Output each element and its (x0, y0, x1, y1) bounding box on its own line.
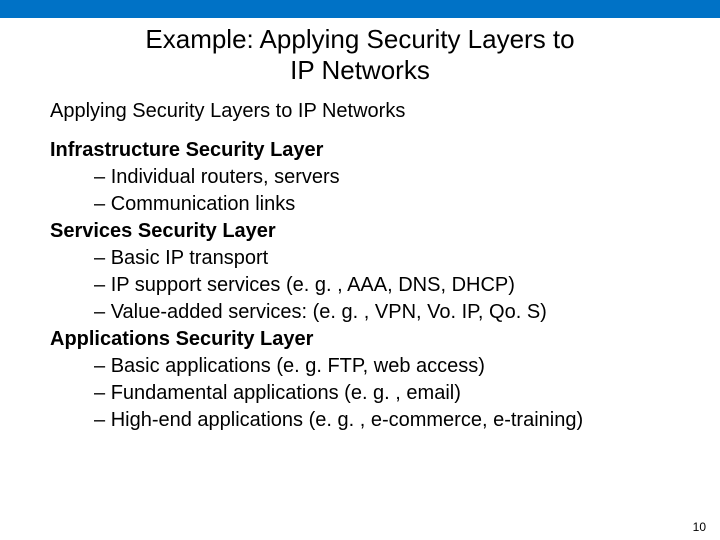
bullet-item: Basic IP transport (50, 245, 670, 272)
section-heading-applications: Applications Security Layer (50, 326, 670, 353)
top-accent-bar (0, 0, 720, 18)
title-line-2: IP Networks (290, 55, 430, 85)
page-number: 10 (693, 520, 706, 534)
title-line-1: Example: Applying Security Layers to (145, 24, 574, 54)
bullet-item: IP support services (e. g. , AAA, DNS, D… (50, 272, 670, 299)
bullet-item: Fundamental applications (e. g. , email) (50, 380, 670, 407)
slide-title: Example: Applying Security Layers to IP … (0, 24, 720, 86)
subtitle: Applying Security Layers to IP Networks (50, 100, 670, 123)
section-heading-services: Services Security Layer (50, 218, 670, 245)
section-heading-infrastructure: Infrastructure Security Layer (50, 137, 670, 164)
bullet-item: Communication links (50, 191, 670, 218)
bullet-item: Individual routers, servers (50, 164, 670, 191)
bullet-item: Value-added services: (e. g. , VPN, Vo. … (50, 299, 670, 326)
slide-content: Applying Security Layers to IP Networks … (0, 86, 720, 434)
bullet-item: High-end applications (e. g. , e-commerc… (50, 407, 670, 434)
bullet-item: Basic applications (e. g. FTP, web acces… (50, 353, 670, 380)
